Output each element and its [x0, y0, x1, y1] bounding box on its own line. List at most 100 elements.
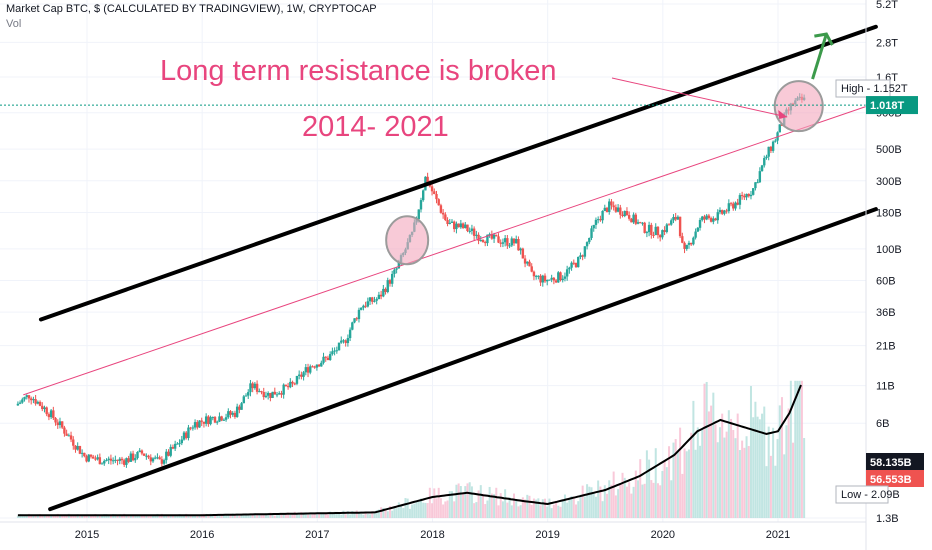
volume-bar [229, 515, 232, 518]
candle-body [601, 210, 604, 221]
candle-body [466, 224, 469, 232]
candle-body [377, 294, 381, 300]
candle-body [608, 201, 611, 212]
y-tick-label: 6B [876, 418, 889, 430]
candle-body [625, 211, 629, 216]
candle-body [519, 248, 522, 251]
volume-bar [431, 503, 434, 518]
candle-body [765, 156, 768, 159]
volume-bar [369, 514, 372, 518]
volume-bar [245, 513, 248, 518]
volume-bar [586, 484, 589, 518]
candle-body [282, 384, 285, 395]
volume-bar [588, 486, 591, 518]
candle-body [572, 262, 576, 264]
candle-body [541, 275, 544, 283]
candle-body [472, 228, 476, 236]
volume-bar [32, 515, 35, 518]
y-tick-label: 2.8T [876, 37, 898, 49]
candle-body [497, 236, 500, 243]
volume-bar [703, 383, 706, 518]
candle-body [140, 450, 144, 454]
candle-body [448, 222, 451, 224]
breakout-arrow-shaft [811, 33, 828, 80]
volume-bar [242, 514, 245, 518]
volume-bar [87, 516, 90, 518]
volume-bar [264, 513, 267, 518]
volume-bar [116, 514, 119, 518]
volume-bar [681, 473, 684, 518]
volume-bar [393, 507, 396, 518]
volume-bar [721, 413, 724, 518]
candle-body [550, 277, 553, 280]
volume-bar [276, 515, 279, 518]
candle-body [732, 203, 735, 209]
candle-body [120, 458, 124, 461]
y-tick-label: 5.2T [876, 0, 898, 11]
candle-body [249, 383, 252, 393]
candle-body [705, 215, 708, 220]
candle-body [621, 214, 624, 217]
volume-bar [293, 511, 296, 518]
candle-body [278, 393, 281, 395]
candle-body [362, 305, 365, 308]
volume-bar [513, 493, 516, 518]
volume-bar [83, 515, 86, 518]
candle-body [41, 405, 44, 410]
volume-bar [220, 515, 223, 518]
candle-body [599, 219, 602, 221]
volume-bar [189, 515, 192, 518]
candle-body [579, 255, 582, 257]
candle-body [749, 194, 753, 197]
volume-bar [568, 498, 571, 518]
candle-body [468, 230, 471, 232]
candle-body [596, 219, 600, 221]
candle-body [56, 422, 59, 426]
resistance-line [23, 102, 877, 396]
candle-body [202, 421, 206, 424]
candle-body [247, 392, 250, 396]
volume-bar [344, 514, 347, 518]
volume-bar [690, 432, 693, 518]
volume-bar [249, 515, 252, 518]
candle-body [284, 384, 288, 387]
annotation-arrow [611, 77, 788, 119]
volume-bar [360, 513, 363, 518]
volume-bar [798, 380, 801, 518]
candle-body [227, 411, 230, 418]
volume-bar [52, 515, 55, 518]
volume-bar [415, 500, 418, 518]
candle-body [94, 458, 97, 460]
highlight-circles [385, 80, 824, 266]
candle-body [222, 419, 226, 421]
candle-body [530, 266, 533, 272]
candle-body [21, 399, 24, 403]
candle-body [359, 307, 363, 310]
volume-bar [641, 484, 644, 518]
volume-bar [803, 438, 806, 518]
volume-bar [85, 515, 88, 518]
candle-body [233, 412, 237, 417]
candle-body [209, 417, 212, 425]
candle-body [512, 238, 516, 244]
volume-bar [65, 515, 68, 518]
x-tick-label: 2015 [75, 529, 99, 541]
volume-bar [599, 486, 602, 518]
volume-ma-value-label: 56.553B [870, 474, 912, 486]
volume-bar [718, 427, 721, 518]
candle-body [654, 226, 657, 236]
candle-body [499, 242, 502, 244]
volume-bar [792, 442, 795, 518]
candle-body [685, 244, 688, 249]
low-label-box [835, 485, 889, 504]
volume-value-label: 58.135B [870, 457, 912, 469]
volume-bar [650, 480, 653, 518]
candle-body [129, 453, 133, 462]
volume-bar [672, 442, 675, 518]
volume-bar [384, 510, 387, 518]
volume-bar [262, 514, 265, 518]
volume-bar [382, 507, 385, 518]
candle-body [340, 340, 343, 343]
candle-body [570, 262, 573, 268]
volume-bar [694, 449, 697, 518]
